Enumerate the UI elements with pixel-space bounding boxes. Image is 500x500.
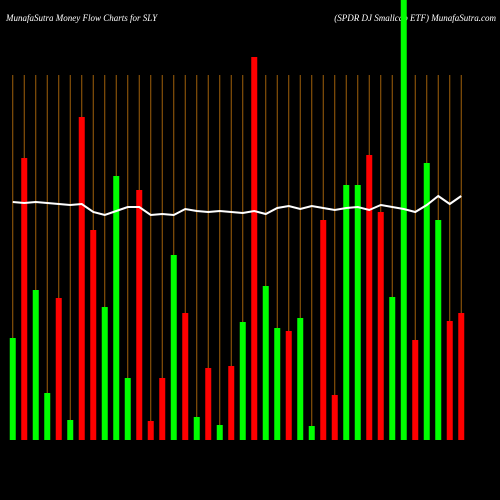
bar <box>170 255 177 440</box>
bar <box>331 395 338 440</box>
bar <box>435 220 442 440</box>
bar <box>101 307 108 440</box>
bar <box>239 322 246 440</box>
bar <box>113 176 120 440</box>
bar <box>343 185 350 440</box>
bar <box>90 230 97 440</box>
bar <box>412 340 419 440</box>
bar <box>354 185 361 440</box>
bar <box>9 338 16 440</box>
bar <box>78 117 85 440</box>
bar <box>21 158 28 440</box>
bar <box>320 220 327 440</box>
bar <box>67 420 74 440</box>
bar <box>205 368 212 440</box>
bar <box>228 366 235 440</box>
bar <box>136 190 143 440</box>
bar <box>285 331 292 440</box>
bar <box>366 155 373 440</box>
bar <box>124 378 131 440</box>
bar <box>55 298 62 440</box>
bar <box>32 290 39 440</box>
bar <box>159 378 166 440</box>
bar <box>377 212 384 440</box>
bar <box>182 313 189 440</box>
bar <box>308 426 315 440</box>
bar <box>216 425 223 440</box>
chart-subtitle: (SPDR DJ Smallcap ETF) MunafaSutra.com <box>334 13 496 23</box>
bar <box>193 417 200 440</box>
bar <box>274 328 281 440</box>
bar <box>423 163 430 440</box>
bar <box>297 318 304 440</box>
bar <box>147 421 154 440</box>
line <box>12 194 462 217</box>
bar <box>389 297 396 440</box>
bar <box>400 0 407 440</box>
chart-title: MunafaSutra Money Flow Charts for SLY <box>5 13 158 23</box>
bar <box>251 57 258 440</box>
bar <box>458 313 465 440</box>
bar <box>44 393 51 440</box>
bar <box>446 321 453 440</box>
bar <box>262 286 269 440</box>
